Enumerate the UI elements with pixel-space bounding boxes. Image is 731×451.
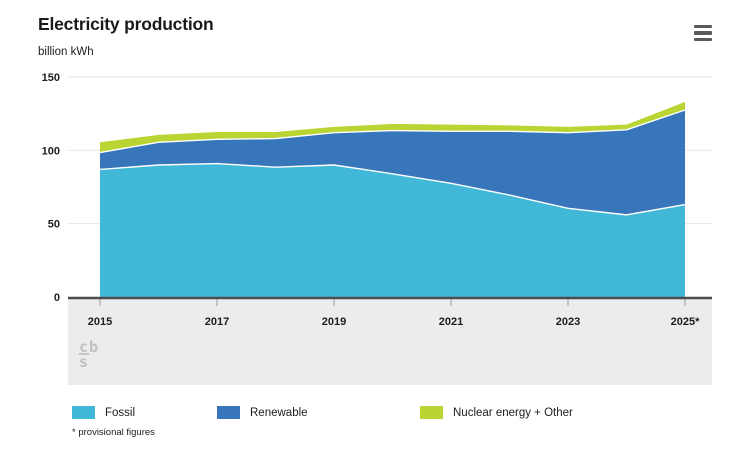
legend-label: Renewable (250, 406, 308, 419)
page-title: Electricity production (38, 14, 214, 34)
legend-swatch-nuclear-other (420, 406, 443, 419)
y-axis-unit-label: billion kWh (38, 46, 94, 58)
legend-swatch-fossil (72, 406, 95, 419)
x-axis-label-2025: 2025* (671, 316, 700, 328)
y-axis-label-150: 150 (42, 72, 60, 84)
y-axis-label-100: 100 (42, 145, 60, 157)
x-axis-band (68, 299, 712, 385)
y-axis-label-0: 0 (54, 292, 60, 304)
legend-label: Fossil (105, 406, 136, 419)
cbs-logo-text: cb (79, 338, 100, 356)
legend-swatch-renewable (217, 406, 240, 419)
cbs-logo: cb s (79, 338, 109, 371)
legend-item-renewable[interactable]: Renewable (217, 406, 308, 419)
x-axis-label-2023: 2023 (556, 316, 580, 328)
hamburger-bar (694, 31, 712, 35)
cbs-logo-text: s (79, 353, 90, 371)
hamburger-menu-icon[interactable] (694, 25, 712, 41)
legend-label: Nuclear energy + Other (453, 406, 573, 419)
series-boundary-0 (99, 162, 686, 216)
y-axis-label-50: 50 (48, 219, 60, 231)
x-axis-label-2021: 2021 (439, 316, 463, 328)
series-boundary-1 (99, 109, 686, 154)
area-fossil[interactable] (100, 163, 685, 297)
footnote-provisional: * provisional figures (72, 427, 155, 438)
legend-item-nuclear-other[interactable]: Nuclear energy + Other (420, 406, 573, 419)
hamburger-bar (694, 25, 712, 29)
hamburger-bar (694, 37, 712, 41)
legend-item-fossil[interactable]: Fossil (72, 406, 135, 419)
x-axis-label-2019: 2019 (322, 316, 346, 328)
x-axis-label-2015: 2015 (88, 316, 112, 328)
x-axis-label-2017: 2017 (205, 316, 229, 328)
